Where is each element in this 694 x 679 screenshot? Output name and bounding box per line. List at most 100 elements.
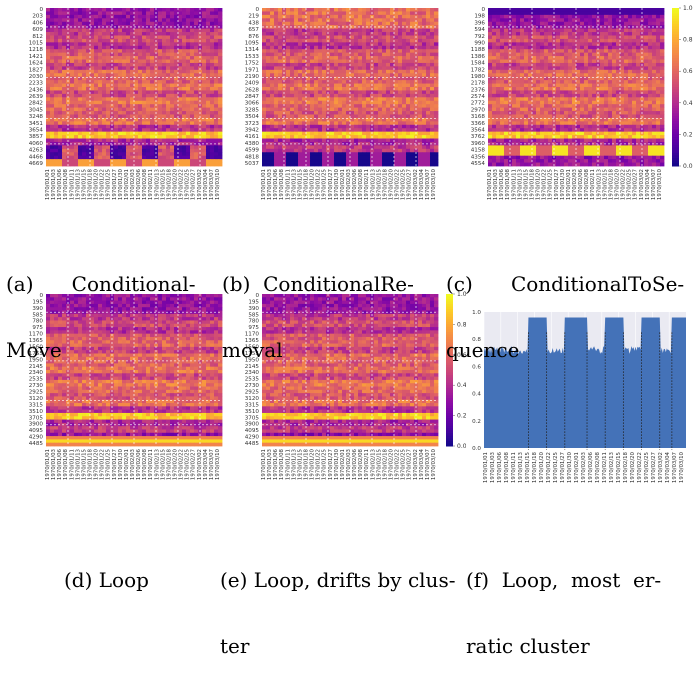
heatmap-cell <box>350 159 355 163</box>
heatmap-cell <box>118 111 123 115</box>
heatmap-cell <box>402 121 407 126</box>
heatmap-cell <box>576 69 581 74</box>
heatmap-cell <box>290 93 295 98</box>
heatmap-cell <box>218 28 223 33</box>
heatmap-cell <box>78 76 83 81</box>
heatmap-cell <box>628 8 633 12</box>
heatmap-cell <box>86 32 91 36</box>
heatmap-cell <box>354 28 359 33</box>
heatmap-cell <box>386 152 391 157</box>
heatmap-cell <box>564 66 569 71</box>
heatmap-cell <box>362 148 367 153</box>
heatmap-cell <box>298 145 303 150</box>
heatmap-cell <box>358 128 363 133</box>
heatmap-cell <box>386 21 391 26</box>
heatmap-cell <box>544 42 549 47</box>
heatmap-cell <box>386 124 391 129</box>
heatmap-cell <box>134 83 139 88</box>
heatmap-cell <box>608 25 613 30</box>
heatmap-cell <box>126 135 131 139</box>
heatmap-cell <box>374 145 379 150</box>
heatmap-cell <box>94 11 99 16</box>
heatmap-cell <box>306 62 311 67</box>
heatmap-cell <box>214 73 219 78</box>
heatmap-cell <box>78 80 83 84</box>
heatmap-cell <box>70 62 75 67</box>
heatmap-cell <box>314 35 319 40</box>
heatmap-cell <box>318 90 323 95</box>
heatmap-cell <box>572 8 577 12</box>
heatmap-cell <box>656 69 661 74</box>
heatmap-cell <box>656 35 661 40</box>
heatmap-cell <box>338 152 343 157</box>
x-tick-label: 1970/02/06 <box>352 168 358 200</box>
heatmap-cell <box>274 90 279 95</box>
heatmap-cell <box>138 42 143 47</box>
heatmap-cell <box>338 155 343 160</box>
heatmap-cell <box>560 11 565 16</box>
heatmap-cell <box>398 45 403 50</box>
heatmap-cell <box>660 28 665 33</box>
heatmap-cell <box>174 128 179 133</box>
heatmap-cell <box>374 32 379 36</box>
heatmap-cell <box>306 145 311 150</box>
heatmap-cell <box>78 152 83 157</box>
heatmap-cell <box>150 32 155 36</box>
heatmap-cell <box>62 117 67 122</box>
heatmap-cell <box>612 66 617 71</box>
heatmap-cell <box>310 128 315 133</box>
heatmap-cell <box>102 18 107 23</box>
heatmap-cell <box>310 124 315 129</box>
heatmap-cell <box>174 131 179 136</box>
heatmap-cell <box>314 62 319 67</box>
heatmap-cell <box>366 32 371 36</box>
heatmap-cell <box>386 155 391 160</box>
heatmap-cell <box>106 138 111 143</box>
heatmap-cell <box>354 73 359 78</box>
heatmap-cell <box>290 56 295 60</box>
heatmap-cell <box>378 32 383 36</box>
heatmap-cell <box>434 155 439 160</box>
heatmap-cell <box>58 14 63 19</box>
heatmap-cell <box>524 21 529 26</box>
heatmap-cell <box>342 152 347 157</box>
heatmap-cell <box>374 8 379 12</box>
heatmap-cell <box>434 21 439 26</box>
heatmap-cell <box>504 66 509 71</box>
heatmap-cell <box>398 73 403 78</box>
heatmap-cell <box>210 100 215 105</box>
heatmap-cell <box>406 87 411 91</box>
heatmap-cell <box>194 100 199 105</box>
heatmap-cell <box>162 21 167 26</box>
heatmap-cell <box>62 73 67 78</box>
heatmap-cell <box>520 25 525 30</box>
heatmap-cell <box>358 117 363 122</box>
heatmap-cell <box>588 11 593 16</box>
heatmap-cell <box>492 38 497 43</box>
heatmap-cell <box>488 45 493 50</box>
heatmap-cell <box>374 52 379 57</box>
heatmap-cell <box>198 117 203 122</box>
heatmap-cell <box>286 117 291 122</box>
heatmap-cell <box>548 49 553 54</box>
heatmap-cell <box>130 38 135 43</box>
heatmap-cell <box>294 18 299 23</box>
heatmap-cell <box>190 107 195 112</box>
heatmap-cell <box>186 52 191 57</box>
heatmap-cell <box>644 28 649 33</box>
heatmap-cell <box>386 104 391 109</box>
heatmap-cell <box>158 8 163 12</box>
heatmap-cell <box>214 100 219 105</box>
heatmap-cell <box>406 38 411 43</box>
heatmap-cell <box>302 138 307 143</box>
heatmap-cell <box>342 121 347 126</box>
heatmap-cell <box>552 28 557 33</box>
heatmap-cell <box>310 138 315 143</box>
heatmap-cell <box>198 128 203 133</box>
heatmap-cell <box>342 97 347 102</box>
heatmap-cell <box>134 159 139 163</box>
heatmap-cell <box>318 8 323 12</box>
heatmap-cell <box>422 152 427 157</box>
heatmap-cell <box>334 56 339 60</box>
heatmap-cell <box>560 59 565 64</box>
